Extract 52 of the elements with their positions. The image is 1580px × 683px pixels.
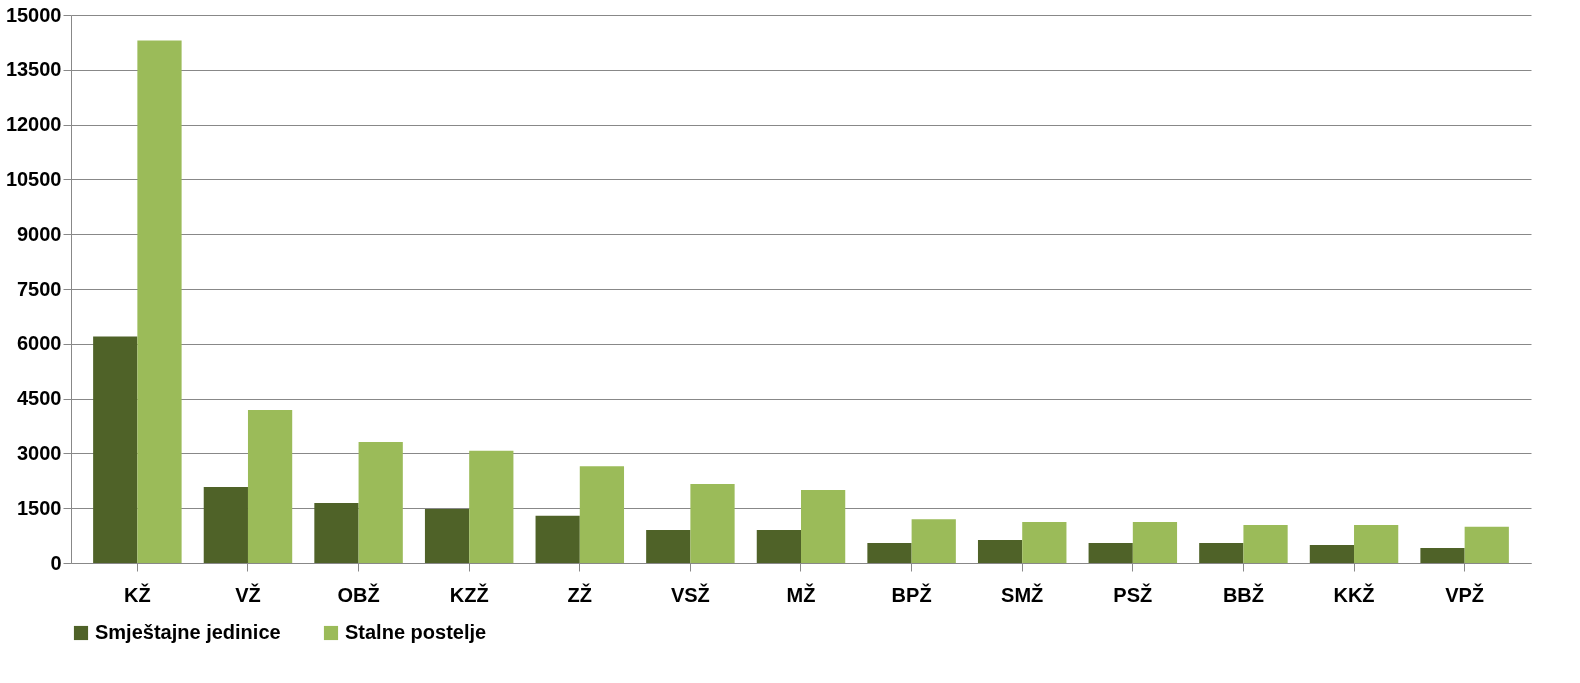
- x-tick-label: VSŽ: [670, 582, 710, 606]
- x-tick-label: VPŽ: [1445, 582, 1485, 606]
- bar: [424, 508, 470, 563]
- y-tick-label: 15000: [5, 3, 62, 26]
- bar: [203, 487, 248, 563]
- y-tick-label: 9000: [17, 222, 62, 245]
- y-tick-label: 12000: [5, 113, 62, 136]
- bar: [358, 442, 403, 563]
- bar: [137, 40, 182, 563]
- bar: [867, 542, 912, 563]
- legend-label: Stalne postelje: [345, 621, 487, 643]
- y-tick-label: 7500: [17, 277, 62, 300]
- bar: [1132, 522, 1178, 563]
- y-tick-label: 13500: [5, 58, 62, 81]
- bar: [646, 530, 691, 563]
- x-tick-label: BBŽ: [1222, 582, 1264, 606]
- x-tick-label: OBŽ: [337, 582, 380, 606]
- legend-label: Smještajne jedinice: [95, 621, 281, 643]
- y-tick-label: 10500: [5, 167, 62, 190]
- y-tick-label: 6000: [17, 332, 62, 355]
- bar: [314, 503, 359, 563]
- x-tick-label: SMŽ: [1001, 582, 1044, 606]
- bar: [911, 519, 956, 563]
- bar: [1243, 525, 1288, 563]
- bar: [1420, 548, 1465, 563]
- y-tick-label: 0: [50, 551, 62, 574]
- bar: [247, 409, 293, 563]
- y-tick-label: 4500: [17, 387, 62, 410]
- x-tick-label: VŽ: [235, 582, 261, 606]
- x-tick-label: MŽ: [786, 582, 816, 606]
- bar: [1022, 522, 1067, 563]
- bar: [579, 466, 625, 563]
- bar: [1309, 545, 1355, 563]
- bar: [801, 489, 846, 563]
- y-tick-label: 3000: [17, 441, 62, 464]
- x-tick-label: KZŽ: [449, 582, 489, 606]
- bar: [1354, 525, 1399, 563]
- x-tick-label: BPŽ: [891, 582, 932, 606]
- x-tick-label: KKŽ: [1333, 582, 1375, 606]
- bar: [535, 515, 580, 563]
- bar: [1088, 542, 1133, 563]
- x-tick-label: PSŽ: [1113, 582, 1153, 606]
- bar: [469, 450, 514, 563]
- bar: [1199, 542, 1244, 563]
- y-tick-label: 1500: [17, 496, 62, 519]
- bar: [1464, 526, 1509, 563]
- bar: [690, 484, 735, 563]
- bar: [756, 530, 801, 563]
- bar: [977, 539, 1023, 563]
- bar: [93, 336, 138, 563]
- x-tick-label: ZŽ: [567, 582, 593, 606]
- x-tick-label: KŽ: [124, 582, 151, 606]
